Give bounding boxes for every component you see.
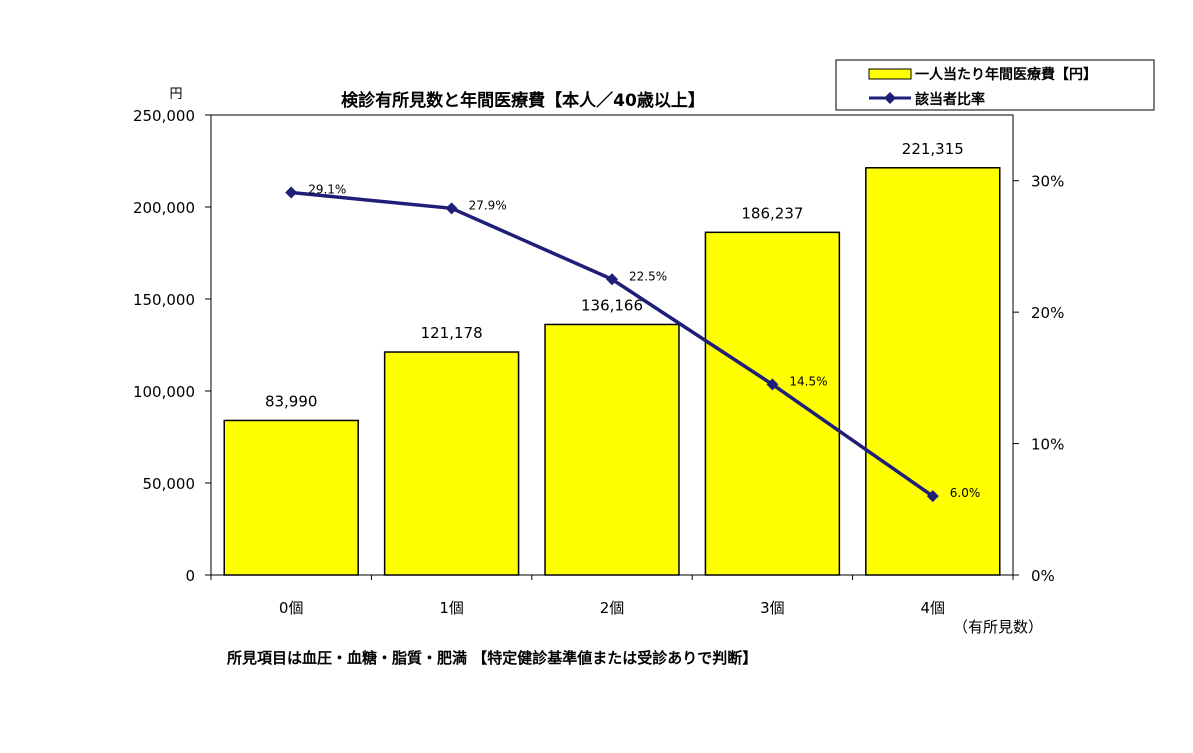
bar-value-label: 136,166	[581, 296, 643, 314]
footnote: 所見項目は血圧・血糖・脂質・肥満 【特定健診基準値または受診ありで判断】	[227, 649, 757, 667]
bar	[865, 167, 1001, 576]
x-tick-label: 2個	[600, 599, 625, 617]
legend-line-marker	[884, 92, 896, 104]
y-tick-label: 0	[185, 567, 195, 585]
x-tick-label: 4個	[921, 599, 946, 617]
x-tick-label: 0個	[279, 599, 304, 617]
chart-title: 検診有所見数と年間医療費【本人／40歳以上】	[341, 90, 705, 111]
ratio-value-label: 22.5%	[629, 269, 667, 283]
y-tick-label: 200,000	[133, 199, 195, 217]
ratio-value-label: 27.9%	[469, 198, 507, 212]
bar-value-label: 186,237	[741, 204, 803, 222]
ratio-value-label: 29.1%	[308, 183, 346, 197]
legend-line-label: 該当者比率	[915, 91, 985, 108]
x-axis-label: （有所見数）	[953, 618, 1043, 636]
y-tick-label: 100,000	[133, 383, 195, 401]
bar-value-label: 121,178	[421, 324, 483, 342]
ratio-marker	[766, 378, 779, 391]
y2-tick-label: 10%	[1031, 436, 1064, 454]
ratio-marker	[445, 202, 458, 215]
bar-value-label: 83,990	[265, 392, 318, 410]
ratio-marker	[926, 490, 939, 503]
ratio-value-label: 6.0%	[950, 486, 981, 500]
y2-tick-label: 20%	[1031, 304, 1064, 322]
y-tick-label: 150,000	[133, 291, 195, 309]
x-tick-label: 1個	[439, 599, 464, 617]
y-tick-label: 50,000	[143, 475, 196, 493]
ratio-marker	[606, 273, 618, 286]
bar	[223, 419, 359, 576]
ratio-marker	[285, 186, 298, 199]
bar	[704, 231, 841, 576]
bar	[544, 323, 680, 576]
y2-tick-label: 30%	[1031, 173, 1064, 191]
y-tick-label: 250,000	[133, 107, 195, 125]
legend-bar-label: 一人当たり年間医療費【円】	[915, 66, 1097, 83]
x-tick-label: 3個	[760, 599, 785, 617]
legend: 一人当たり年間医療費【円】 該当者比率	[835, 59, 1155, 111]
legend-bar-swatch	[868, 68, 912, 80]
y-axis-unit: 円	[169, 87, 182, 102]
y2-tick-label: 0%	[1031, 567, 1055, 585]
ratio-value-label: 14.5%	[789, 374, 827, 388]
bar	[383, 351, 520, 576]
bar-value-label: 221,315	[902, 140, 964, 158]
